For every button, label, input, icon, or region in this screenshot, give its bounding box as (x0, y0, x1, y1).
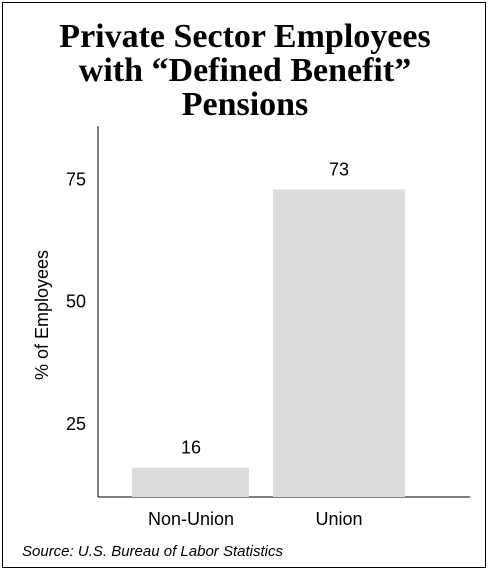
title-line-2: with “Defined Benefit” (78, 52, 412, 89)
x-tick-label: Non-Union (148, 509, 234, 529)
y-axis-label: % of Employees (32, 250, 52, 380)
x-tick-label: Union (315, 509, 362, 529)
y-tick-label: 50 (66, 292, 86, 312)
bar-value-label: 73 (329, 159, 349, 179)
bar-value-label: 16 (181, 438, 201, 458)
y-tick-label: 75 (66, 170, 86, 190)
y-tick-label: 25 (66, 414, 86, 434)
source-note: Source: U.S. Bureau of Labor Statistics (22, 543, 283, 560)
bars (132, 189, 405, 498)
bar-union (273, 189, 405, 498)
labels: 25 50 75 % of Employees 16 Non-Union 73 Union (32, 159, 363, 529)
title-line-1: Private Sector Employees (59, 18, 431, 55)
title-line-3: Pensions (181, 86, 309, 123)
bar-non-union (132, 467, 249, 497)
chart-title: Private Sector Employees with “Defined B… (0, 20, 490, 122)
